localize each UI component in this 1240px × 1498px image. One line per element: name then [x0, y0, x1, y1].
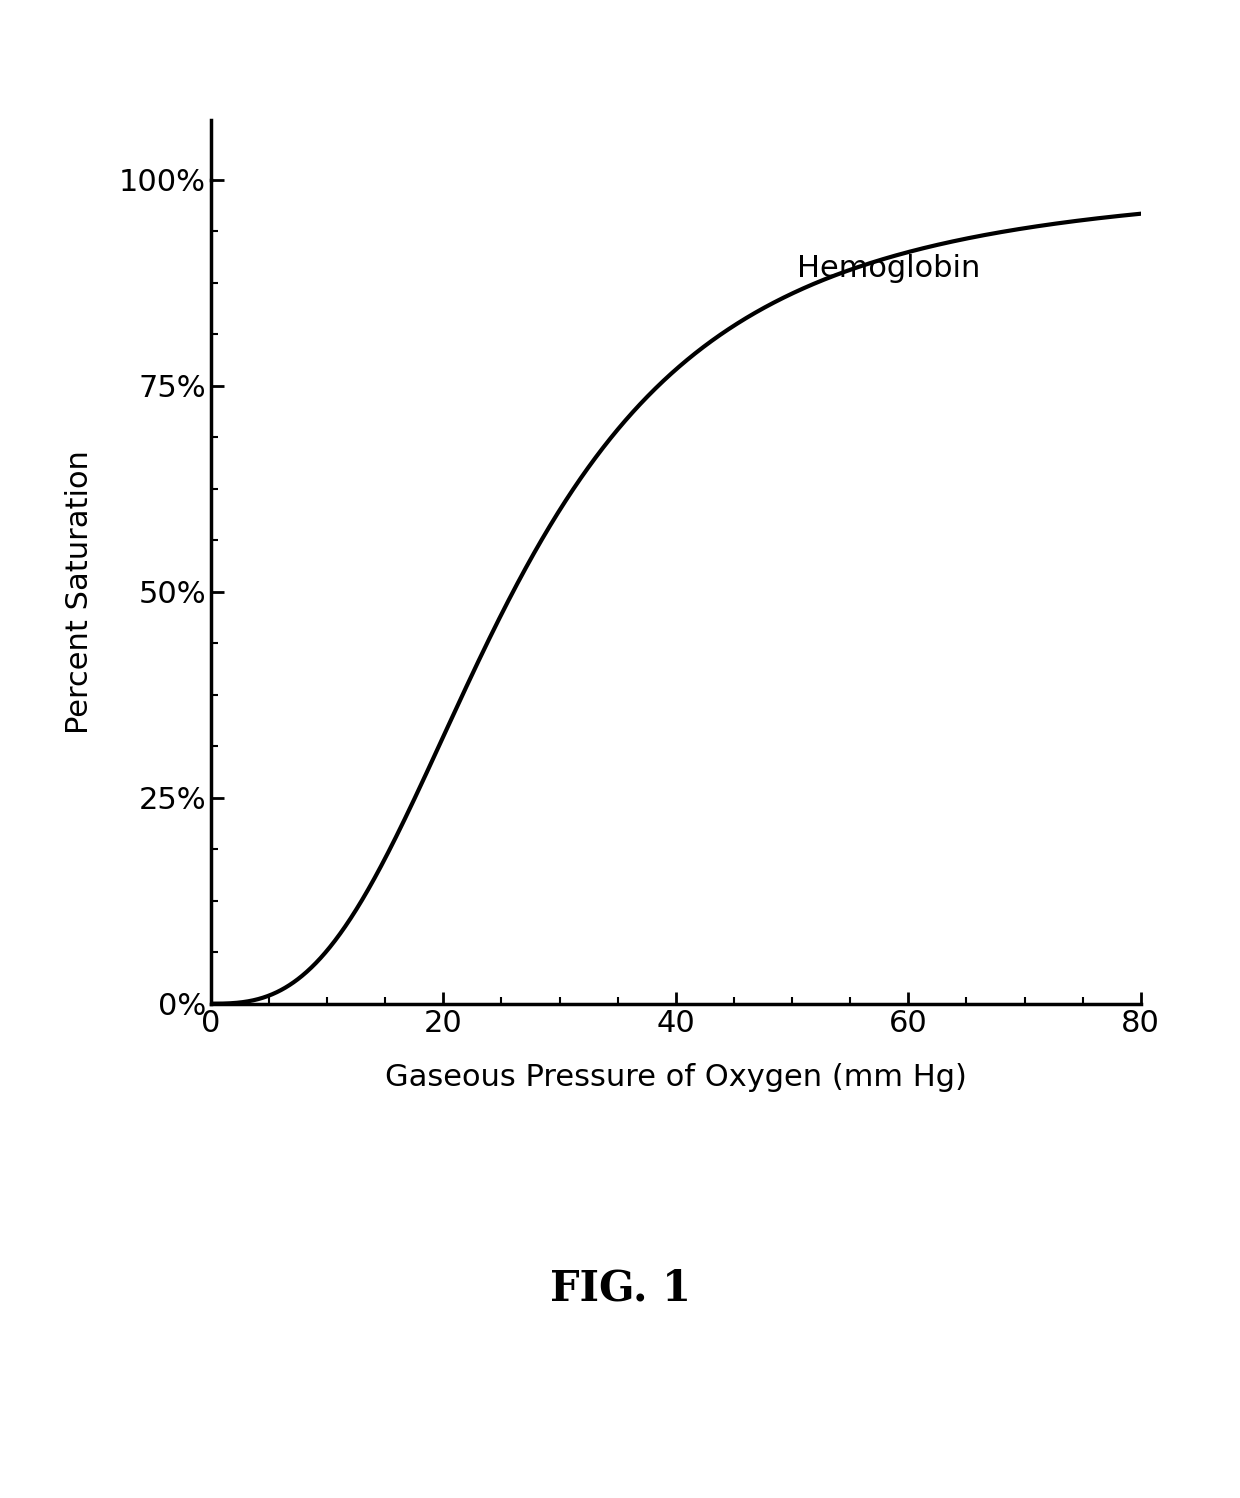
Text: Hemoglobin: Hemoglobin [797, 253, 980, 283]
X-axis label: Gaseous Pressure of Oxygen (mm Hg): Gaseous Pressure of Oxygen (mm Hg) [384, 1062, 967, 1092]
Y-axis label: Percent Saturation: Percent Saturation [64, 449, 94, 734]
Text: FIG. 1: FIG. 1 [549, 1267, 691, 1309]
